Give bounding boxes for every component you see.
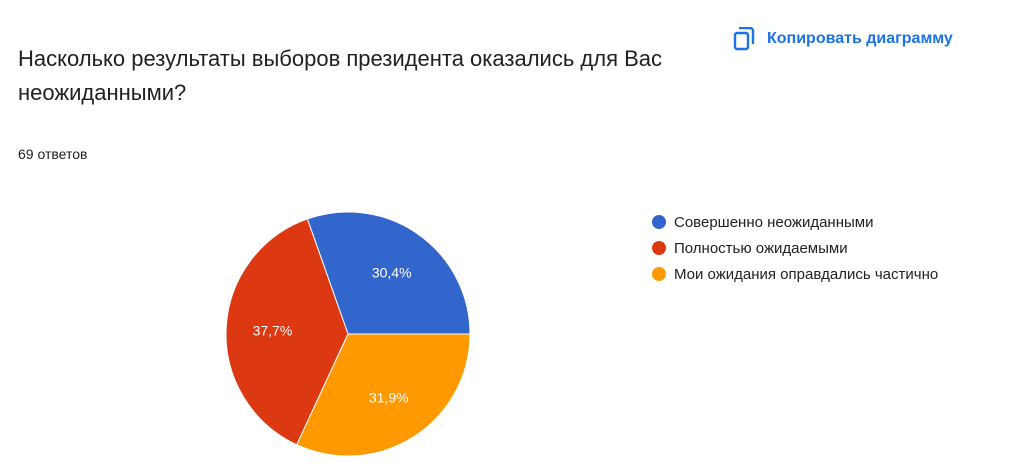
slice-label: 30,4%	[372, 264, 412, 280]
legend-item[interactable]: Совершенно неожиданными	[652, 209, 938, 235]
copy-chart-label: Копировать диаграмму	[767, 30, 953, 47]
pie-slice[interactable]	[225, 218, 349, 446]
slice-label: 37,7%	[253, 322, 293, 338]
slice-label: 31,9%	[369, 390, 409, 406]
legend-swatch	[652, 267, 666, 281]
pie-slice[interactable]	[296, 333, 471, 457]
chart-legend: Совершенно неожиданными Полностью ожидаем…	[652, 209, 938, 287]
pie-slice[interactable]	[306, 211, 471, 335]
legend-swatch	[652, 215, 666, 229]
response-count: 69 ответов	[18, 146, 88, 162]
legend-item[interactable]: Полностью ожидаемыми	[652, 235, 938, 261]
legend-swatch	[652, 241, 666, 255]
copy-chart-button[interactable]: Копировать диаграмму	[733, 22, 953, 56]
question-title: Насколько результаты выборов президента …	[18, 46, 663, 105]
legend-label: Совершенно неожиданными	[674, 213, 874, 231]
legend-item[interactable]: Мои ожидания оправдались частично	[652, 261, 938, 287]
copy-icon	[733, 27, 755, 51]
legend-label: Полностью ожидаемыми	[674, 239, 848, 257]
legend-label: Мои ожидания оправдались частично	[674, 265, 939, 283]
